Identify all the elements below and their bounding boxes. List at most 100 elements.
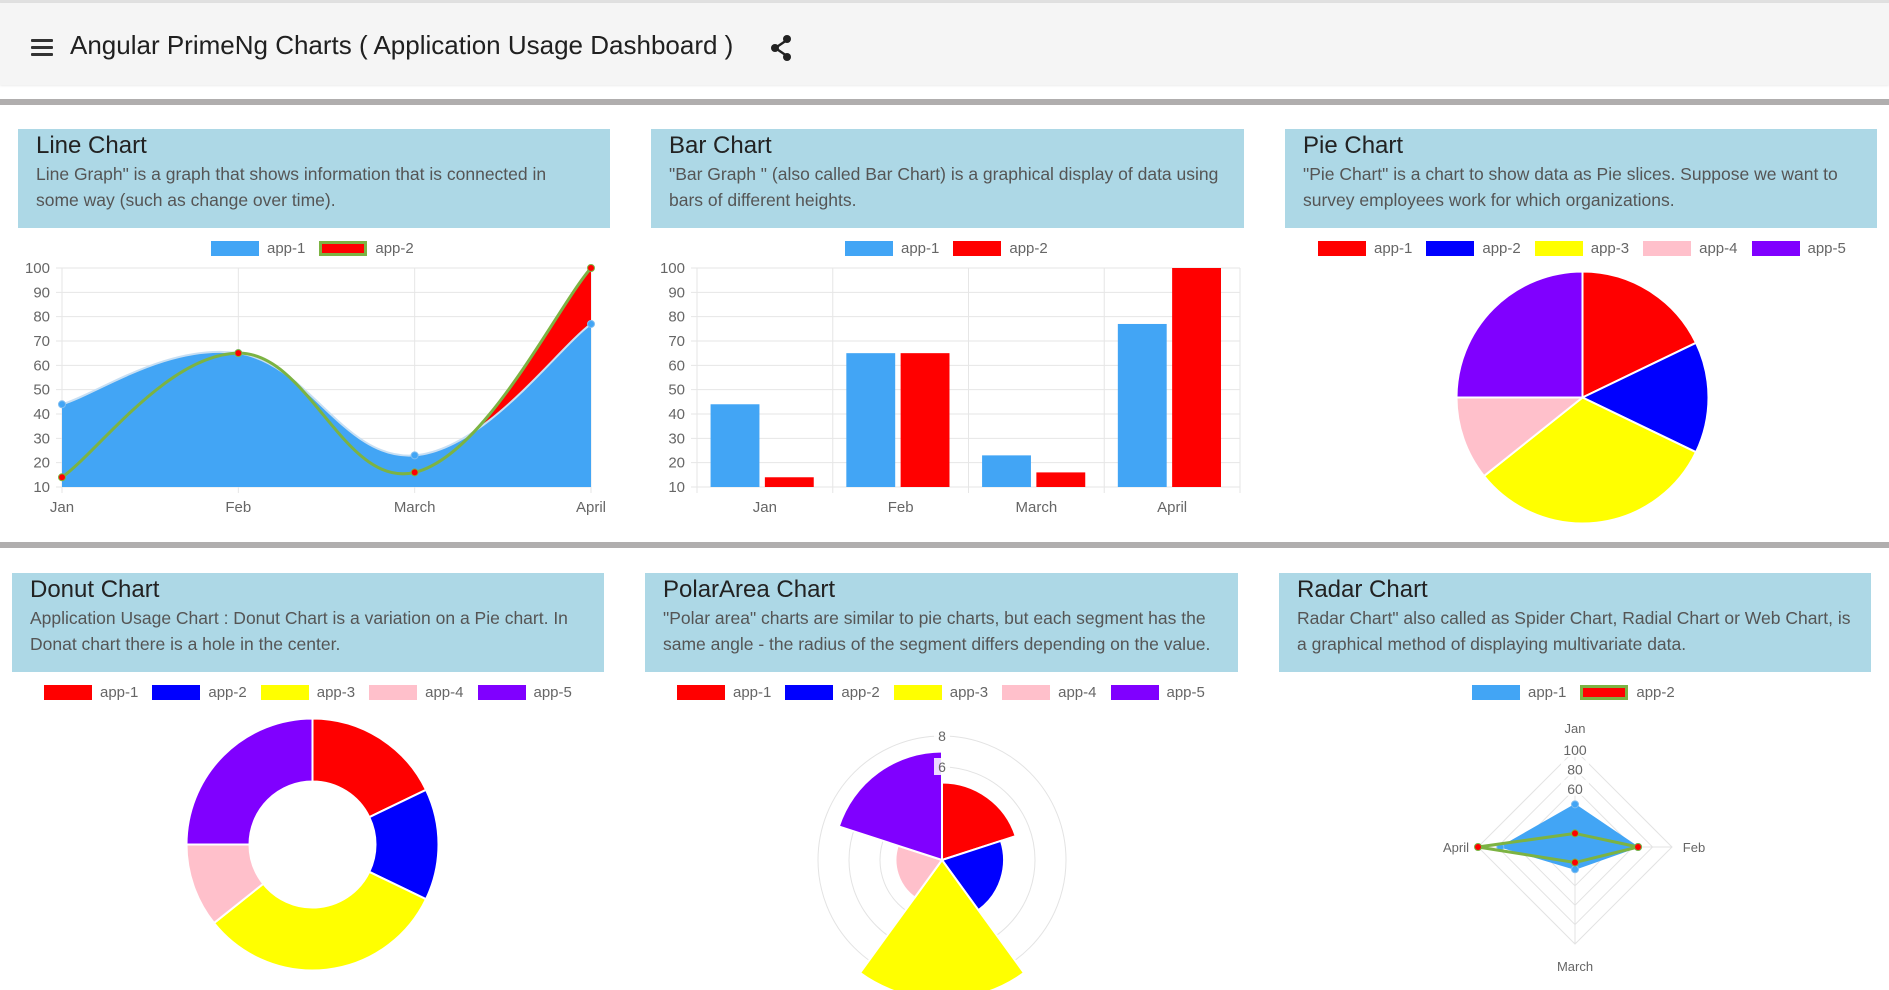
y-tick-label: 100 (660, 260, 685, 277)
legend-label: app-1 (901, 240, 940, 257)
legend-label: app-3 (949, 684, 989, 701)
data-point-app-2 (234, 349, 243, 358)
r-tick-label: 6 (938, 759, 946, 775)
legend-item-app-1[interactable]: app-1 (845, 240, 939, 257)
legend-label: app-2 (1009, 240, 1048, 257)
legend-item-app-2[interactable]: app-2 (319, 240, 414, 257)
legend-label: app-5 (1807, 240, 1846, 257)
data-point-app-2 (58, 473, 66, 482)
legend-item-app-4[interactable]: app-4 (1643, 240, 1738, 257)
legend-item-app-2[interactable]: app-2 (1426, 240, 1521, 257)
x-tick-label: April (1157, 499, 1187, 516)
y-tick-label: 100 (25, 260, 50, 277)
y-tick-label: 10 (668, 479, 685, 496)
app-toolbar: Angular PrimeNg Charts ( Application Usa… (0, 3, 1889, 85)
legend-label: app-1 (100, 684, 139, 701)
y-tick-label: 40 (668, 406, 685, 423)
legend-item-app-2[interactable]: app-2 (785, 684, 880, 701)
pie-chart-legend: app-1 app-2 app-3 app-4 app-5 (1318, 240, 1860, 257)
bar-chart-legend: app-1 app-2 (845, 240, 1062, 257)
y-tick-label: 30 (33, 430, 50, 447)
legend-swatch (1426, 241, 1475, 256)
legend-label: app-2 (1482, 240, 1521, 257)
row-separator (0, 542, 1889, 548)
radar-point-app-2 (1634, 843, 1643, 851)
radar-axis-label: March (1557, 959, 1593, 974)
legend-swatch (260, 685, 309, 700)
menu-icon[interactable] (28, 35, 58, 59)
radar-axis-label: Jan (1565, 721, 1586, 736)
series-line-app-2 (61, 267, 593, 479)
radar-point-app-2 (1571, 858, 1579, 867)
tick-backdrop (934, 727, 950, 744)
legend-label: app-1 (1374, 240, 1413, 257)
card-description: "Pie Chart" is a chart to show data as P… (1303, 164, 1838, 184)
y-tick-label: 10 (33, 479, 50, 496)
radar-chart-legend: app-1 app-2 (1472, 684, 1689, 701)
top-border (0, 0, 1889, 3)
bar-chart-header: Bar Chart "Bar Graph " (also called Bar … (651, 129, 1244, 228)
y-tick-label: 60 (33, 357, 50, 374)
legend-item-app-5[interactable]: app-5 (1110, 684, 1205, 701)
bar-app-2 (1036, 472, 1086, 487)
row-separator (0, 99, 1889, 105)
legend-label: app-1 (733, 684, 772, 701)
share-icon[interactable] (766, 31, 798, 65)
data-point-app-1 (58, 400, 66, 409)
legend-item-app-1[interactable]: app-1 (1318, 240, 1412, 257)
card-description: same angle - the radius of the segment d… (663, 634, 1211, 654)
legend-swatch (1580, 685, 1629, 700)
legend-swatch (1643, 241, 1692, 256)
legend-item-app-1[interactable]: app-1 (677, 684, 771, 701)
radar-point-app-2 (1474, 843, 1482, 851)
legend-label: app-1 (267, 240, 306, 257)
bar-app-2 (764, 477, 814, 487)
slice-app-4 (1455, 396, 1586, 478)
legend-item-app-2[interactable]: app-2 (1580, 684, 1675, 701)
polar-segment-app-4 (894, 844, 944, 900)
bar-app-1 (710, 404, 760, 487)
legend-label: app-2 (841, 684, 880, 701)
legend-swatch (1002, 685, 1051, 700)
legend-item-app-4[interactable]: app-4 (1002, 684, 1097, 701)
legend-swatch (369, 685, 418, 700)
legend-item-app-2[interactable]: app-2 (152, 684, 247, 701)
legend-swatch (785, 685, 834, 700)
card-title: Bar Chart (669, 132, 772, 159)
polar-area-chart: 86 (817, 727, 1067, 990)
r-tick-label: 80 (1567, 761, 1583, 777)
data-point-app-2 (410, 468, 419, 477)
card-description: Donat chart there is a hole in the cente… (30, 634, 341, 654)
legend-label: app-2 (1636, 684, 1675, 701)
legend-item-app-3[interactable]: app-3 (893, 684, 989, 701)
bar-app-2 (900, 353, 950, 487)
bar-app-1 (846, 353, 896, 487)
tick-backdrop (1561, 760, 1589, 777)
radar-point-app-1 (1571, 865, 1579, 874)
pie-chart-header: Pie Chart "Pie Chart" is a chart to show… (1285, 129, 1877, 228)
legend-swatch (319, 241, 368, 256)
y-tick-label: 20 (33, 455, 50, 472)
radar-chart-header: Radar Chart Radar Chart" also called as … (1279, 573, 1871, 672)
legend-item-app-2[interactable]: app-2 (953, 240, 1048, 257)
card-title: Pie Chart (1303, 132, 1404, 159)
x-tick-label: Feb (888, 499, 914, 516)
legend-item-app-5[interactable]: app-5 (1751, 240, 1846, 257)
x-tick-label: Jan (753, 499, 777, 516)
legend-item-app-4[interactable]: app-4 (369, 684, 464, 701)
legend-swatch (1110, 685, 1159, 700)
slice-app-3 (212, 870, 428, 972)
legend-item-app-1[interactable]: app-1 (44, 684, 138, 701)
legend-item-app-3[interactable]: app-3 (260, 684, 355, 701)
polar-segment-app-5 (837, 750, 943, 862)
legend-item-app-3[interactable]: app-3 (1534, 240, 1629, 257)
radar-axis-label: Feb (1683, 840, 1705, 855)
y-tick-label: 90 (668, 284, 685, 301)
legend-item-app-1[interactable]: app-1 (1472, 684, 1566, 701)
y-tick-label: 30 (668, 430, 685, 447)
legend-item-app-5[interactable]: app-5 (477, 684, 572, 701)
bar-app-1 (1117, 323, 1167, 487)
legend-swatch (953, 241, 1002, 256)
legend-item-app-1[interactable]: app-1 (211, 240, 305, 257)
legend-label: app-4 (1699, 240, 1738, 257)
